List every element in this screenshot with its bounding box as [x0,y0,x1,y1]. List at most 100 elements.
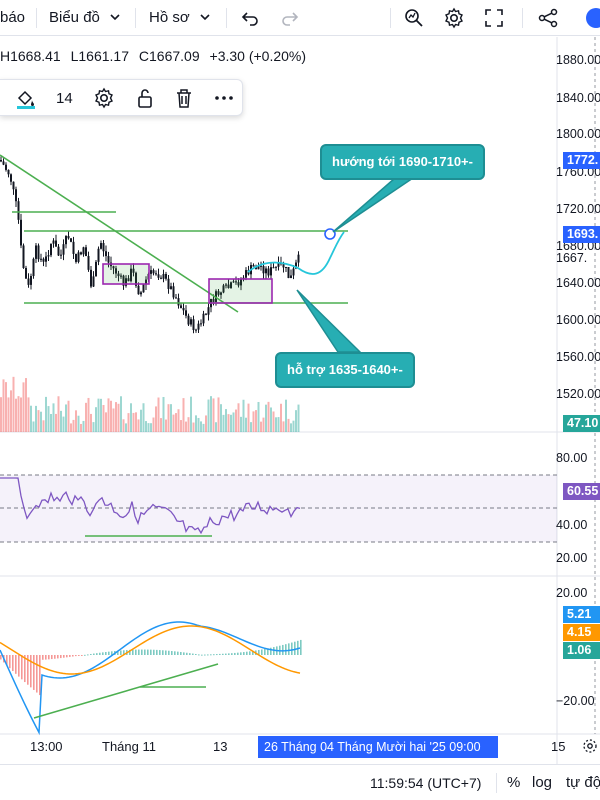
settings-icon[interactable] [92,86,116,110]
settings-icon[interactable] [442,6,466,30]
truncated-menu-label[interactable]: báo [0,9,26,26]
volume-bar [220,404,222,432]
candle-body [270,267,272,276]
volume-bar [247,403,250,432]
share-icon[interactable] [536,6,560,30]
candle-body [40,258,42,260]
volume-bar [265,404,267,432]
candle-body [237,282,240,286]
volume-bar [210,396,212,432]
candle-body [212,298,215,302]
chart-menu-button[interactable]: Biểu đồ [49,0,120,36]
volume-bar [120,396,122,432]
line-width-value[interactable]: 14 [56,90,73,107]
candle-body [27,278,30,285]
macd-histogram-bar [207,654,209,656]
macd-histogram-bar [90,653,92,655]
candle-body [60,254,62,256]
candle-body [80,252,82,255]
candle-body [155,273,157,275]
crosshair-time-label: 26 Tháng 04 Tháng Mười hai '25 09:00 [258,736,498,758]
candle-body [132,268,135,273]
ohlc-change: +3.30 (+0.20%) [209,48,307,64]
log-scale-toggle[interactable]: log [532,774,553,791]
search-chart-icon[interactable] [402,6,426,30]
macd-histogram-bar [258,649,260,655]
paint-bucket-icon[interactable] [14,86,38,110]
macd-histogram-bar [21,655,23,680]
volume-bar [180,420,182,432]
macd-histogram-bar [288,643,290,655]
volume-bar [242,399,245,432]
candle-body [277,262,280,267]
unlock-icon[interactable] [133,86,157,110]
price-chart[interactable] [0,37,600,764]
volume-bar [15,398,17,432]
macd-histogram-bar [99,652,101,655]
rsi-line [0,477,301,535]
toolbar-divider [390,8,391,28]
macd-histogram-bar [243,652,245,655]
candle-body [17,201,20,220]
candle-body [240,278,242,286]
volume-bar [185,421,187,432]
auto-scale-toggle[interactable]: tự độ [566,774,600,791]
price-tick-1560: 1560.00 [556,350,600,364]
more-icon[interactable] [212,86,236,110]
volume-bar [7,397,10,432]
time-tick-13: 13 [213,739,228,754]
volume-bar [152,417,155,432]
candle-body [172,286,175,298]
ohlc-high: H1668.41 [0,48,61,64]
candle-body [25,267,27,279]
candle-body [222,285,225,293]
trash-icon[interactable] [172,86,196,110]
macd-histogram-bar [300,639,302,655]
macd-histogram-bar [78,655,80,656]
volume-bar [82,420,85,432]
fullscreen-icon[interactable] [482,6,506,30]
candle-body [127,278,130,282]
candle-body [192,319,195,331]
volume-bar [92,422,95,432]
macd-histogram-bar [216,654,218,656]
downtrend-line [0,154,239,313]
support-callout[interactable]: hỗ trợ 1635-1640+- [275,352,415,388]
volume-bar [170,404,172,432]
undo-icon[interactable] [238,6,262,30]
redo-icon[interactable] [278,6,302,30]
macd-histogram-bar [132,649,134,655]
volume-bar [112,408,115,432]
bottom-bar: 11:59:54 (UTC+7) % log tự độ [0,764,600,800]
candle-body [152,270,155,274]
percent-scale-toggle[interactable]: % [507,774,521,791]
clock-display[interactable]: 11:59:54 (UTC+7) [370,775,482,791]
candle-body [142,284,145,293]
volume-bar [140,409,142,432]
time-axis-settings-icon[interactable] [582,738,598,754]
macd-histogram-bar [105,651,107,655]
publish-icon[interactable] [584,6,600,30]
volume-bar [17,396,20,432]
price-badge-1693: 1693. [563,226,600,243]
volume-bar [172,414,175,432]
candle-body [287,267,290,279]
macd-histogram-bar [30,655,32,688]
profile-menu-button[interactable]: Hồ sơ [149,0,210,36]
volume-bar [237,403,240,432]
volume-bar [145,421,147,432]
candle-body [55,240,57,247]
candle-body [275,266,277,268]
volume-bar [277,417,280,432]
target-callout[interactable]: hướng tới 1690-1710+- [320,144,485,180]
candle-body [90,269,92,287]
macd-histogram-bar [81,655,83,656]
volume-bar [272,411,275,432]
volume-bar [75,410,77,432]
volume-bar [167,404,170,432]
macd-histogram-bar [291,642,293,655]
candles [0,156,300,334]
candle-body [227,284,230,289]
volume-bar [282,421,285,432]
macd-histogram-bar [66,655,68,658]
